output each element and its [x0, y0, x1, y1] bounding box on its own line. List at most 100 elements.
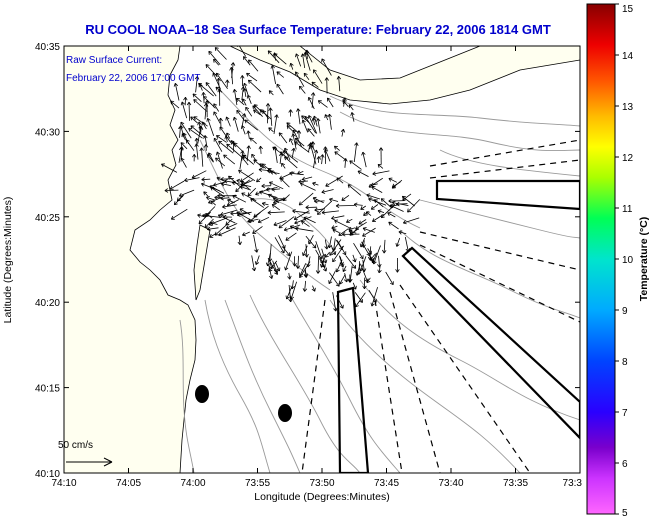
x-tick-label: 74:00: [180, 478, 205, 489]
current-vector: [314, 207, 325, 212]
current-vector: [246, 72, 258, 82]
current-vector: [331, 215, 345, 221]
current-vector: [302, 280, 308, 292]
current-vector: [232, 116, 239, 132]
current-vector: [215, 151, 223, 169]
x-tick-label: 74:10: [51, 478, 76, 489]
current-vector: [324, 252, 330, 258]
current-vector: [316, 118, 321, 134]
current-vector: [236, 97, 245, 106]
colorbar-tick-label: 10: [622, 255, 634, 266]
current-vector: [355, 292, 366, 308]
current-vector: [217, 88, 222, 106]
current-vector: [268, 258, 274, 270]
current-vector: [286, 122, 298, 133]
x-tick-label: 74:05: [116, 478, 141, 489]
y-tick-label: 40:20: [35, 298, 60, 309]
current-vector: [305, 50, 313, 63]
current-vector: [312, 181, 319, 186]
current-vector: [327, 113, 332, 130]
current-vector: [273, 220, 287, 227]
current-vectors: [161, 46, 421, 312]
current-vector: [341, 194, 350, 201]
current-vector: [362, 227, 376, 237]
current-vector: [332, 292, 338, 312]
current-vector: [285, 232, 297, 241]
current-vector: [358, 219, 367, 225]
current-vector: [199, 147, 204, 167]
current-vector: [334, 145, 340, 151]
current-vector: [298, 192, 314, 206]
colorbar-tick-label: 8: [622, 357, 628, 368]
current-vector: [321, 58, 332, 76]
current-vector: [225, 223, 238, 230]
current-vector: [362, 277, 367, 290]
current-vector: [396, 201, 408, 207]
current-vector: [308, 235, 314, 245]
current-vector: [310, 141, 316, 149]
current-vector: [244, 119, 259, 131]
current-vector: [329, 197, 339, 202]
current-vector: [268, 90, 274, 96]
current-vector: [169, 180, 185, 190]
current-vector: [242, 155, 248, 161]
current-vector: [247, 218, 259, 224]
figure-title: RU COOL NOAA–18 Sea Surface Temperature:…: [85, 22, 551, 37]
current-vector: [183, 96, 188, 106]
current-vector: [223, 154, 236, 165]
buoy-marker: [278, 404, 292, 422]
current-vector: [347, 274, 353, 283]
current-vector: [301, 220, 310, 227]
current-vector: [335, 239, 343, 251]
current-vector: [324, 114, 329, 121]
current-vector: [302, 245, 308, 257]
current-vector: [324, 239, 329, 250]
current-vector: [268, 107, 273, 126]
current-vector: [241, 192, 257, 202]
current-vector: [246, 130, 251, 140]
current-vector: [242, 231, 250, 237]
current-vector: [289, 138, 294, 146]
current-vector: [206, 196, 215, 201]
colorbar-ticks: 15 14 13 12 11 10 9 8 7 6 5: [615, 3, 634, 519]
current-vector: [227, 198, 235, 204]
current-vector: [377, 164, 384, 169]
current-vector: [170, 100, 180, 109]
current-vector: [353, 142, 359, 162]
x-axis-label: Longitude (Degrees:Minutes): [254, 491, 389, 503]
current-vector: [307, 128, 315, 137]
current-vector: [261, 183, 272, 189]
current-vector: [248, 79, 262, 93]
current-vector: [352, 254, 357, 263]
current-vector: [338, 228, 349, 236]
current-vector: [178, 147, 184, 163]
current-vector: [299, 182, 316, 191]
current-vector: [205, 64, 218, 78]
current-vector: [238, 169, 256, 182]
land-mass: [64, 46, 197, 473]
current-vector: [288, 109, 293, 117]
radar-box-east: [435, 179, 580, 211]
current-vector: [307, 96, 315, 110]
current-vector: [241, 113, 247, 128]
colorbar-tick-label: 7: [622, 408, 628, 419]
current-vector: [255, 187, 271, 196]
current-vector: [237, 211, 252, 217]
colorbar-tick-label: 9: [622, 306, 628, 317]
y-axis-ticks: 40:35 40:30 40:25 40:20 40:15 40:10: [35, 42, 580, 480]
current-vector: [404, 236, 410, 252]
current-vector: [370, 204, 379, 210]
current-vector: [305, 205, 317, 210]
current-vector: [292, 129, 302, 147]
current-vector: [224, 135, 229, 142]
current-vector: [254, 255, 260, 265]
current-vector: [382, 239, 387, 254]
current-vector: [283, 147, 291, 161]
sandy-hook: [193, 224, 211, 301]
current-vector: [316, 156, 321, 163]
current-vector: [243, 82, 249, 96]
x-tick-label: 73:35: [503, 478, 528, 489]
current-vector: [240, 86, 246, 101]
current-vector: [206, 117, 215, 137]
current-vector: [252, 226, 263, 234]
